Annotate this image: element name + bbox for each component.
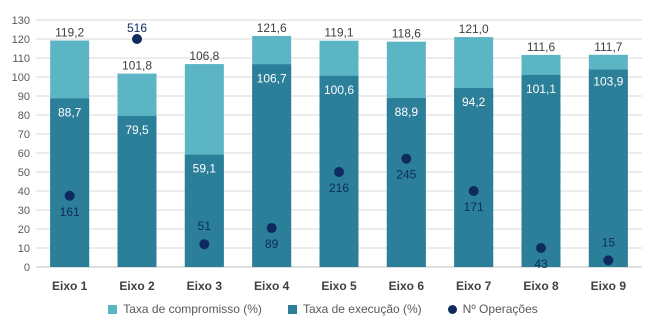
data-label-compromisso: 121,6: [257, 21, 287, 35]
point-operacoes: [266, 223, 277, 234]
data-label-execucao: 88,7: [58, 105, 82, 119]
data-label-compromisso: 119,2: [55, 26, 84, 40]
legend-marker-operacoes: [447, 304, 457, 314]
data-label-compromisso: 111,6: [527, 40, 556, 54]
data-label-execucao: 100,6: [324, 83, 354, 97]
data-label-execucao: 79,5: [125, 123, 149, 137]
y-tick-label: 110: [12, 53, 30, 65]
point-operacoes: [468, 186, 479, 196]
y-tick-label: 80: [18, 110, 30, 122]
y-tick-label: 0: [24, 262, 30, 274]
x-tick-label: Eixo 7: [456, 279, 492, 293]
data-label-operacoes: 89: [265, 237, 279, 251]
bar-execucao: [50, 98, 90, 267]
bar-execucao: [521, 74, 561, 267]
legend-label-execucao: Taxa de execução (%): [302, 302, 422, 316]
x-tick-label: Eixo 9: [591, 279, 627, 293]
data-label-compromisso: 119,1: [324, 26, 353, 40]
y-tick-label: 100: [12, 72, 30, 84]
point-operacoes: [64, 190, 75, 201]
point-operacoes: [401, 153, 412, 164]
x-tick-label: Eixo 1: [52, 279, 88, 293]
bar-execucao: [588, 69, 628, 267]
data-label-operacoes: 516: [127, 21, 147, 35]
point-operacoes: [132, 34, 142, 44]
data-label-compromisso: 106,8: [189, 49, 219, 63]
bar-execucao: [386, 98, 426, 267]
bar-execucao: [252, 64, 292, 268]
data-label-execucao: 103,9: [593, 75, 623, 89]
y-tick-label: 120: [12, 34, 30, 46]
point-operacoes: [603, 255, 614, 266]
legend-item-operacoes: Nº Operações: [447, 302, 538, 316]
data-label-operacoes: 245: [396, 168, 416, 182]
point-operacoes: [536, 243, 546, 253]
legend-swatch-compromisso: [108, 304, 118, 314]
data-label-operacoes: 171: [464, 200, 484, 214]
x-tick-label: Eixo 5: [321, 279, 357, 293]
point-operacoes: [334, 167, 344, 177]
legend-swatch-execucao: [287, 304, 297, 314]
data-label-execucao: 88,9: [395, 105, 419, 119]
data-label-execucao: 101,1: [526, 82, 556, 96]
y-tick-label: 40: [18, 186, 30, 198]
legend: Taxa de compromisso (%) Taxa de execução…: [0, 302, 646, 316]
legend-item-compromisso: Taxa de compromisso (%): [108, 302, 262, 316]
data-label-operacoes: 43: [534, 257, 548, 271]
data-label-compromisso: 118,6: [392, 27, 421, 41]
data-label-execucao: 106,7: [257, 71, 287, 85]
y-tick-label: 30: [18, 205, 30, 217]
legend-label-compromisso: Taxa de compromisso (%): [123, 302, 262, 316]
data-label-execucao: 94,2: [462, 95, 486, 109]
data-label-operacoes: 216: [329, 181, 349, 195]
x-tick-label: Eixo 8: [523, 279, 559, 293]
y-tick-label: 60: [18, 148, 30, 160]
legend-label-operacoes: Nº Operações: [462, 302, 538, 316]
x-tick-label: Eixo 6: [389, 279, 425, 293]
y-tick-label: 130: [12, 15, 30, 27]
data-label-operacoes: 15: [602, 235, 616, 249]
x-tick-label: Eixo 4: [254, 279, 290, 293]
data-label-operacoes: 51: [198, 219, 212, 233]
data-label-operacoes: 161: [60, 205, 80, 219]
y-tick-label: 20: [18, 224, 30, 236]
y-tick-label: 10: [18, 243, 30, 255]
data-label-compromisso: 101,8: [122, 59, 152, 73]
bar-execucao: [117, 115, 157, 267]
bar-execucao: [454, 88, 494, 268]
chart: 0 10 20 30 40 50 60 70 80 90 100 110 120 130 119,2 88,7…: [12, 15, 642, 293]
data-label-compromisso: 121,0: [459, 22, 489, 36]
x-tick-label: Eixo 3: [187, 279, 223, 293]
y-tick-label: 70: [18, 129, 30, 141]
legend-item-execucao: Taxa de execução (%): [287, 302, 422, 316]
y-tick-label: 50: [18, 167, 30, 179]
data-label-execucao: 59,1: [193, 162, 217, 176]
x-tick-label: Eixo 2: [119, 279, 155, 293]
y-tick-label: 90: [18, 91, 30, 103]
point-operacoes: [199, 239, 210, 250]
data-label-compromisso: 111,7: [594, 40, 623, 54]
